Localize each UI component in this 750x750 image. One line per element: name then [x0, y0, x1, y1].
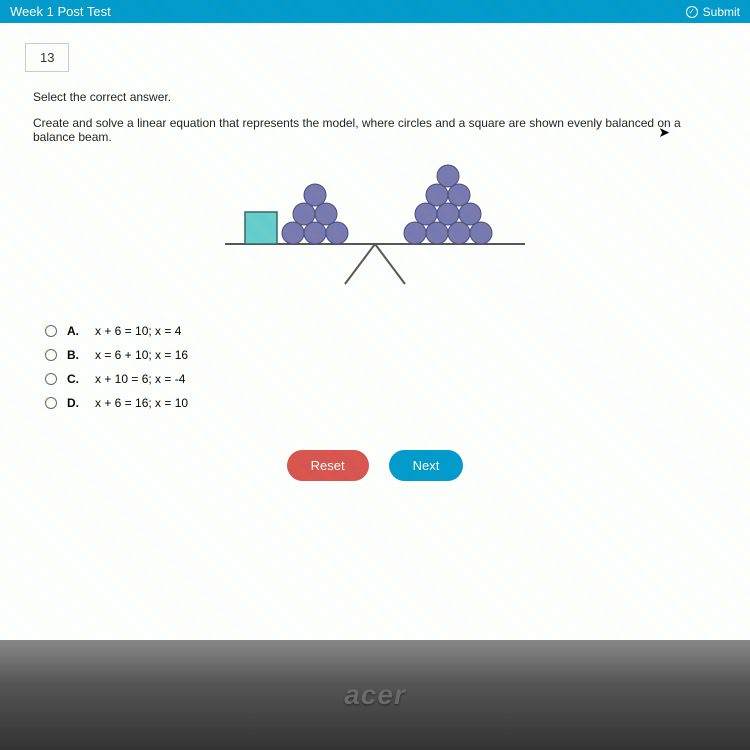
submit-button[interactable]: ✓ Submit: [686, 5, 740, 19]
option-letter: D.: [67, 396, 83, 410]
fulcrum-left: [345, 244, 375, 284]
question-number: 13: [25, 43, 69, 72]
button-row: Reset Next: [25, 450, 725, 481]
diagram-svg: [215, 164, 535, 294]
radio-icon: [45, 373, 57, 385]
option-b[interactable]: B. x = 6 + 10; x = 16: [45, 348, 725, 362]
brand-logo: acer: [344, 679, 406, 711]
square-shape: [245, 212, 277, 244]
radio-icon: [45, 325, 57, 337]
option-text: x = 6 + 10; x = 16: [95, 348, 188, 362]
options-list: A. x + 6 = 10; x = 4 B. x = 6 + 10; x = …: [45, 324, 725, 410]
left-circles: [282, 184, 348, 244]
option-text: x + 6 = 10; x = 4: [95, 324, 181, 338]
option-text: x + 10 = 6; x = -4: [95, 372, 185, 386]
reset-button[interactable]: Reset: [287, 450, 369, 481]
option-a[interactable]: A. x + 6 = 10; x = 4: [45, 324, 725, 338]
option-text: x + 6 = 16; x = 10: [95, 396, 188, 410]
check-icon: ✓: [686, 6, 698, 18]
option-c[interactable]: C. x + 10 = 6; x = -4: [45, 372, 725, 386]
option-letter: B.: [67, 348, 83, 362]
content-area: 13 Select the correct answer. Create and…: [0, 23, 750, 501]
balance-diagram: [25, 164, 725, 294]
fulcrum-right: [375, 244, 405, 284]
screen-area: Week 1 Post Test ✓ Submit 13 Select the …: [0, 0, 750, 640]
page-title: Week 1 Post Test: [10, 4, 111, 19]
laptop-bezel: acer: [0, 640, 750, 750]
right-circles: [404, 165, 492, 244]
option-d[interactable]: D. x + 6 = 16; x = 10: [45, 396, 725, 410]
radio-icon: [45, 397, 57, 409]
option-letter: A.: [67, 324, 83, 338]
submit-label: Submit: [703, 5, 740, 19]
question-text: Create and solve a linear equation that …: [33, 116, 725, 144]
option-letter: C.: [67, 372, 83, 386]
app-header: Week 1 Post Test ✓ Submit: [0, 0, 750, 23]
instruction-text: Select the correct answer.: [33, 90, 725, 104]
cursor-icon: ➤: [658, 124, 670, 141]
radio-icon: [45, 349, 57, 361]
next-button[interactable]: Next: [389, 450, 464, 481]
